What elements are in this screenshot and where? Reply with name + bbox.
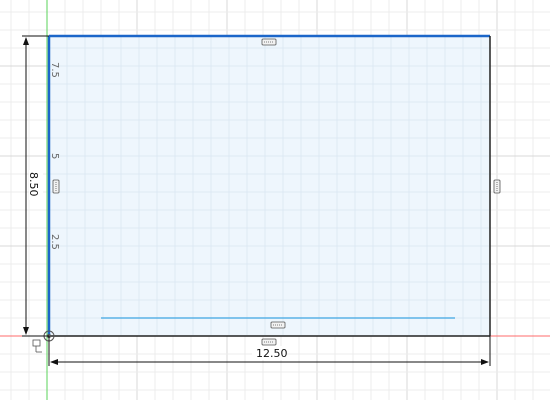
axis-tick-label-7-5: 7.5 — [49, 62, 60, 78]
axis-tick-label-5: 5 — [49, 153, 60, 159]
sketch-profile-region[interactable] — [49, 36, 490, 336]
width-dimension[interactable]: 12.50 — [48, 336, 491, 366]
width-dimension-value[interactable]: 12.50 — [256, 347, 288, 360]
height-dimension-value[interactable]: 8.50 — [27, 172, 40, 197]
horizontal-constraint-icon-bottom[interactable] — [261, 338, 277, 346]
horizontal-constraint-icon-top[interactable] — [261, 38, 277, 46]
height-dimension[interactable]: 8.50 — [22, 35, 49, 337]
coincident-constraint-icon[interactable] — [32, 339, 42, 353]
axis-tick-label-2-5: 2.5 — [49, 234, 60, 250]
horizontal-constraint-icon-construction[interactable] — [270, 321, 286, 329]
vertical-constraint-icon-left[interactable] — [52, 179, 60, 194]
vertical-constraint-icon-right[interactable] — [493, 179, 501, 194]
profile-inner-grid — [50, 37, 489, 335]
